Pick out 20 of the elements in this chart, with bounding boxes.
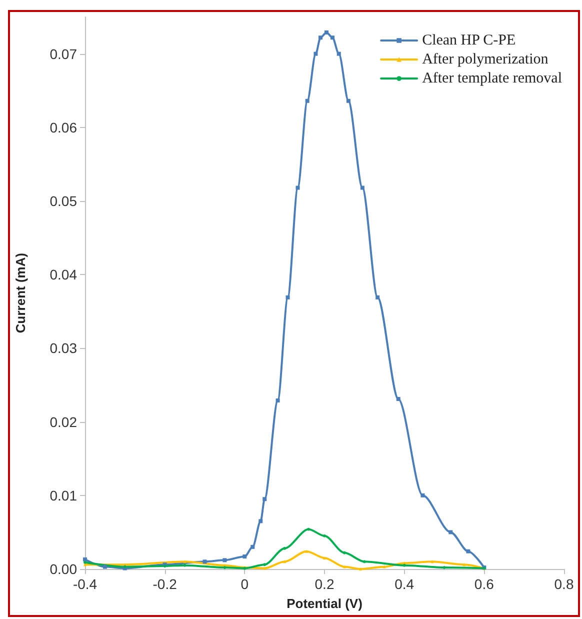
y-tick-label: 0.07 — [50, 46, 78, 62]
legend-label: Clean HP C-PE — [422, 32, 516, 48]
y-tick-label: 0.03 — [50, 340, 78, 356]
y-axis-title: Current (mA) — [13, 252, 28, 334]
y-tick-label: 0.00 — [50, 561, 78, 577]
y-tick-label: 0.06 — [50, 119, 78, 136]
legend-label: After polymerization — [422, 52, 549, 68]
x-tick-label: -0.4 — [72, 576, 98, 592]
y-tick-label: 0.01 — [50, 487, 78, 504]
legend-label: After template removal — [422, 70, 562, 86]
x-tick-label: 0.6 — [474, 576, 494, 592]
x-tick-label: -0.2 — [152, 576, 178, 592]
x-tick-label: 0.4 — [394, 576, 414, 592]
y-tick-label: 0.04 — [50, 266, 78, 283]
x-axis-title: Potential (V) — [286, 596, 362, 611]
x-tick-label: 0.8 — [554, 576, 574, 592]
y-tick-label: 0.05 — [50, 193, 78, 209]
x-tick-label: 0.2 — [314, 576, 334, 592]
x-tick-label: 0 — [240, 576, 249, 592]
y-tick-label: 0.02 — [50, 414, 78, 430]
